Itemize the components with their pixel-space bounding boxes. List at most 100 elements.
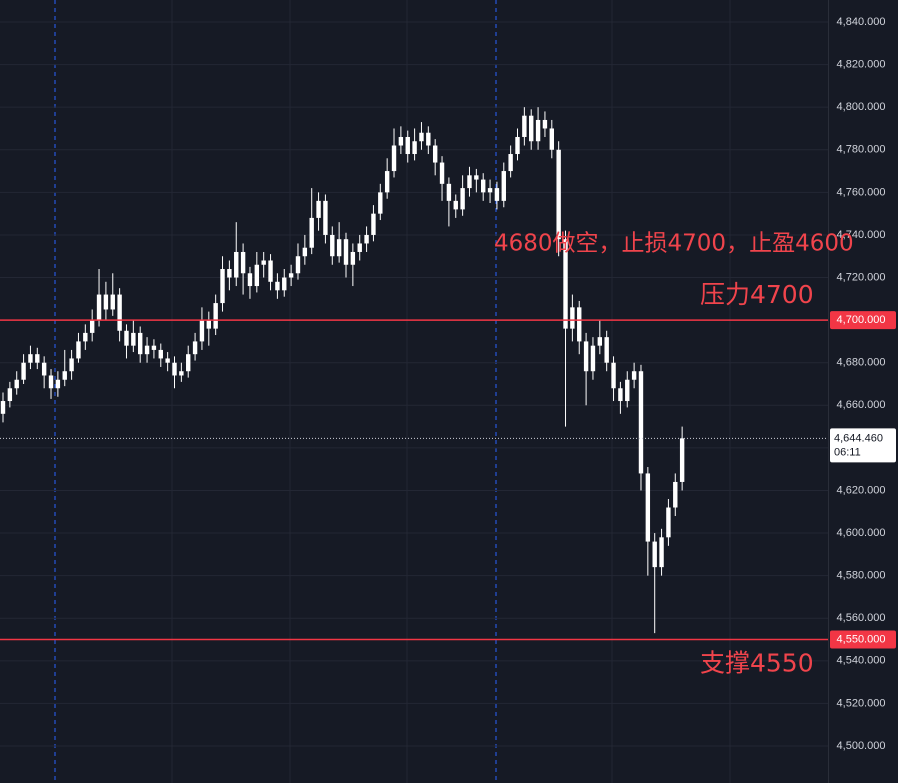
y-tick-label: 4,660.000	[837, 399, 886, 411]
candle-body	[288, 273, 294, 278]
candle-body	[398, 136, 404, 146]
y-tick-label: 4,620.000	[837, 484, 886, 496]
candle-body	[487, 188, 493, 193]
candle-body	[14, 379, 19, 389]
candle-body	[103, 294, 109, 310]
candle-body	[515, 136, 520, 155]
candle-body	[645, 473, 651, 542]
candle-body	[378, 192, 383, 214]
candle-body	[350, 251, 356, 265]
candle-body	[597, 337, 603, 346]
y-tick-label: 4,600.000	[837, 527, 886, 539]
candle-body	[343, 239, 349, 265]
candle-body	[535, 119, 541, 142]
candle-body	[583, 341, 589, 372]
candle-body	[48, 375, 54, 389]
y-tick-label: 4,580.000	[837, 570, 886, 582]
candle-body	[611, 362, 616, 389]
y-tick-label: 4,820.000	[837, 58, 886, 70]
candle-body	[21, 362, 26, 380]
candle-body	[41, 362, 47, 376]
candle-body	[213, 303, 218, 329]
y-tick-label: 4,540.000	[837, 655, 886, 667]
candle-body	[165, 358, 170, 363]
candle-body	[371, 213, 376, 235]
candle-body	[186, 354, 191, 372]
current-price-label: 4,644.460	[834, 432, 883, 444]
candle-body	[131, 332, 136, 346]
candle-body	[384, 171, 390, 193]
candle-body	[110, 294, 115, 310]
y-tick-label: 4,780.000	[837, 144, 886, 156]
candle-body	[234, 251, 239, 278]
candle-body	[323, 200, 328, 235]
candle-body	[268, 260, 273, 282]
candle-body	[302, 247, 308, 257]
candle-body	[570, 307, 575, 329]
candle-body	[227, 269, 232, 278]
candle-body	[124, 330, 129, 346]
candle-body	[631, 371, 637, 380]
candle-body	[254, 264, 260, 287]
candle-body	[412, 141, 417, 155]
candle-body	[83, 332, 88, 342]
candle-body	[432, 145, 438, 163]
candle-body	[117, 294, 122, 331]
candle-body	[494, 188, 500, 201]
candle-body	[172, 362, 177, 376]
candle-body	[62, 371, 67, 380]
candle-body	[199, 320, 205, 342]
candle-body	[549, 128, 554, 150]
candle-body	[282, 277, 287, 291]
level-label: 4,700.000	[837, 314, 886, 326]
candle-body	[309, 217, 314, 248]
candle-body	[625, 379, 630, 402]
candle-body	[419, 132, 424, 142]
y-tick-label: 4,680.000	[837, 357, 886, 369]
candle-body	[206, 320, 211, 329]
candle-body	[542, 119, 548, 129]
candle-body	[679, 438, 685, 482]
candle-body	[96, 294, 102, 321]
vertical-grid	[171, 0, 731, 783]
candle-body	[179, 371, 184, 376]
candle-body	[467, 175, 472, 189]
candle-body	[666, 507, 671, 538]
candle-body	[364, 234, 369, 244]
candle-body	[247, 273, 253, 287]
candle-body	[577, 307, 582, 342]
candle-body	[391, 145, 397, 172]
candle-body	[446, 183, 452, 201]
y-tick-label: 4,740.000	[837, 229, 886, 241]
candle-body	[529, 115, 534, 142]
candle-body	[673, 481, 678, 508]
candle-body	[295, 256, 301, 274]
level-annotation: 压力4700	[700, 280, 814, 309]
y-tick-label: 4,720.000	[837, 271, 886, 283]
candle-body	[316, 200, 321, 218]
candle-body	[474, 175, 479, 180]
candle-body	[659, 537, 664, 568]
candle-body	[0, 401, 6, 414]
y-tick-label: 4,760.000	[837, 186, 886, 198]
candle-body	[35, 354, 40, 363]
y-tick-label: 4,840.000	[837, 16, 886, 28]
candle-body	[76, 341, 81, 359]
y-tick-label: 4,520.000	[837, 697, 886, 709]
candle-body	[89, 320, 95, 333]
y-tick-label: 4,500.000	[837, 740, 886, 752]
candle-body	[426, 132, 431, 146]
candle-body	[522, 115, 527, 137]
candle-body	[28, 354, 33, 363]
candle-body	[55, 379, 61, 389]
candle-body	[453, 200, 458, 210]
candle-body	[151, 345, 157, 350]
candle-body	[336, 239, 342, 257]
level-label-box	[830, 630, 896, 649]
candle-body	[261, 260, 266, 265]
candle-body	[220, 269, 225, 304]
candle-body	[7, 388, 13, 402]
candle-body	[144, 345, 150, 355]
candle-body	[240, 251, 246, 274]
